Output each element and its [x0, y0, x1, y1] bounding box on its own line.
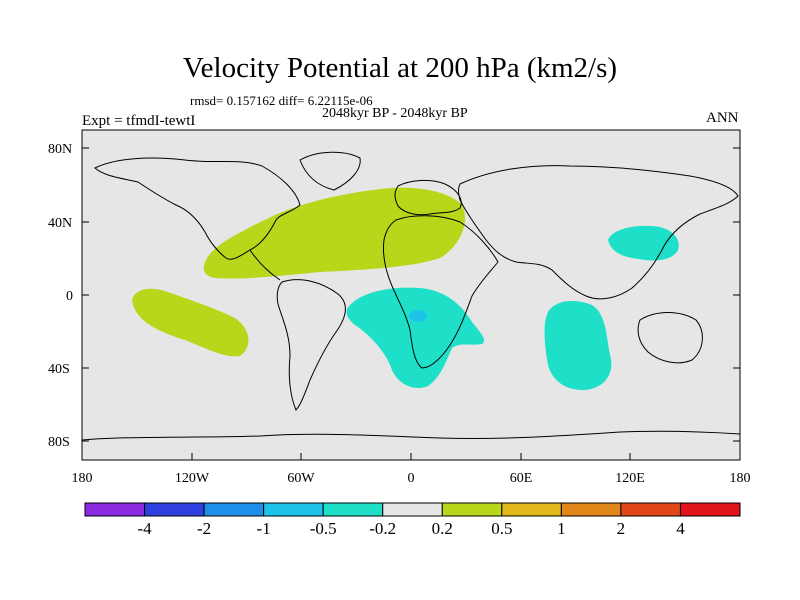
- colorbar-swatch-8: [560, 502, 622, 517]
- colorbar-swatch-0: [84, 502, 146, 517]
- axis-ticks: [81, 147, 741, 460]
- stats-text: rmsd= 0.157162 diff= 6.22115e-06: [190, 93, 373, 108]
- coast-australia: [637, 312, 703, 364]
- experiment-label: Expt = tfmdI-tewtI: [82, 113, 196, 129]
- negative-region-africa: [346, 287, 485, 389]
- colorbar-swatch-1: [144, 502, 205, 517]
- colorbar-swatch-10: [679, 502, 741, 517]
- lat-label-0: 0: [66, 289, 73, 304]
- strong-negative-core: [409, 310, 427, 322]
- colorbar-label-7: 1: [557, 519, 566, 538]
- colorbar-label-3: -0.5: [310, 519, 337, 538]
- colorbar: [84, 502, 741, 517]
- coast-europe: [394, 179, 462, 216]
- lon-label-0: 0: [408, 471, 415, 486]
- colorbar-swatch-9: [620, 502, 681, 517]
- positive-region-pacific: [132, 288, 249, 357]
- colorbar-swatch-4: [322, 502, 384, 517]
- coast-south-america: [276, 279, 346, 411]
- coast-antarctica: [81, 430, 741, 441]
- period-text: 2048kyr BP - 2048kyr BP: [322, 106, 468, 121]
- colorbar-labels: -4 -2 -1 -0.5 -0.2 0.2 0.5 1 2 4: [137, 519, 685, 538]
- lat-label-80n: 80N: [48, 142, 72, 157]
- colorbar-swatch-2: [203, 502, 265, 517]
- colorbar-label-9: 4: [676, 519, 685, 538]
- colorbar-swatch-5: [382, 502, 443, 517]
- colorbar-label-5: 0.2: [432, 519, 453, 538]
- coast-africa: [383, 215, 499, 369]
- positive-region-atlantic: [203, 187, 466, 279]
- lon-label-180-right: 180: [730, 471, 751, 486]
- map-title: Velocity Potential at 200 hPa (km2/s): [182, 52, 618, 84]
- negative-region-indian-ocean: [544, 300, 612, 391]
- lat-label-40s: 40S: [48, 362, 70, 377]
- lon-label-120w: 120W: [175, 471, 210, 486]
- lon-label-180-left: 180: [72, 471, 93, 486]
- colorbar-label-4: -0.2: [369, 519, 396, 538]
- coast-central-america: [249, 249, 281, 281]
- lon-label-60w: 60W: [287, 471, 315, 486]
- coast-asia: [458, 165, 739, 300]
- colorbar-label-1: -2: [197, 519, 211, 538]
- colorbar-label-6: 0.5: [491, 519, 512, 538]
- coast-north-america: [94, 157, 301, 260]
- lat-label-80s: 80S: [48, 435, 70, 450]
- colorbar-swatch-6: [441, 502, 503, 517]
- colorbar-label-8: 2: [617, 519, 626, 538]
- season-label: ANN: [706, 110, 739, 126]
- lat-label-40n: 40N: [48, 216, 72, 231]
- coastlines: [81, 151, 741, 441]
- coast-greenland: [299, 151, 361, 191]
- colorbar-label-0: -4: [137, 519, 152, 538]
- lon-label-120e: 120E: [615, 471, 645, 486]
- lon-label-60e: 60E: [510, 471, 533, 486]
- colorbar-swatch-7: [501, 502, 562, 517]
- colorbar-swatch-3: [263, 502, 324, 517]
- colorbar-label-2: -1: [257, 519, 271, 538]
